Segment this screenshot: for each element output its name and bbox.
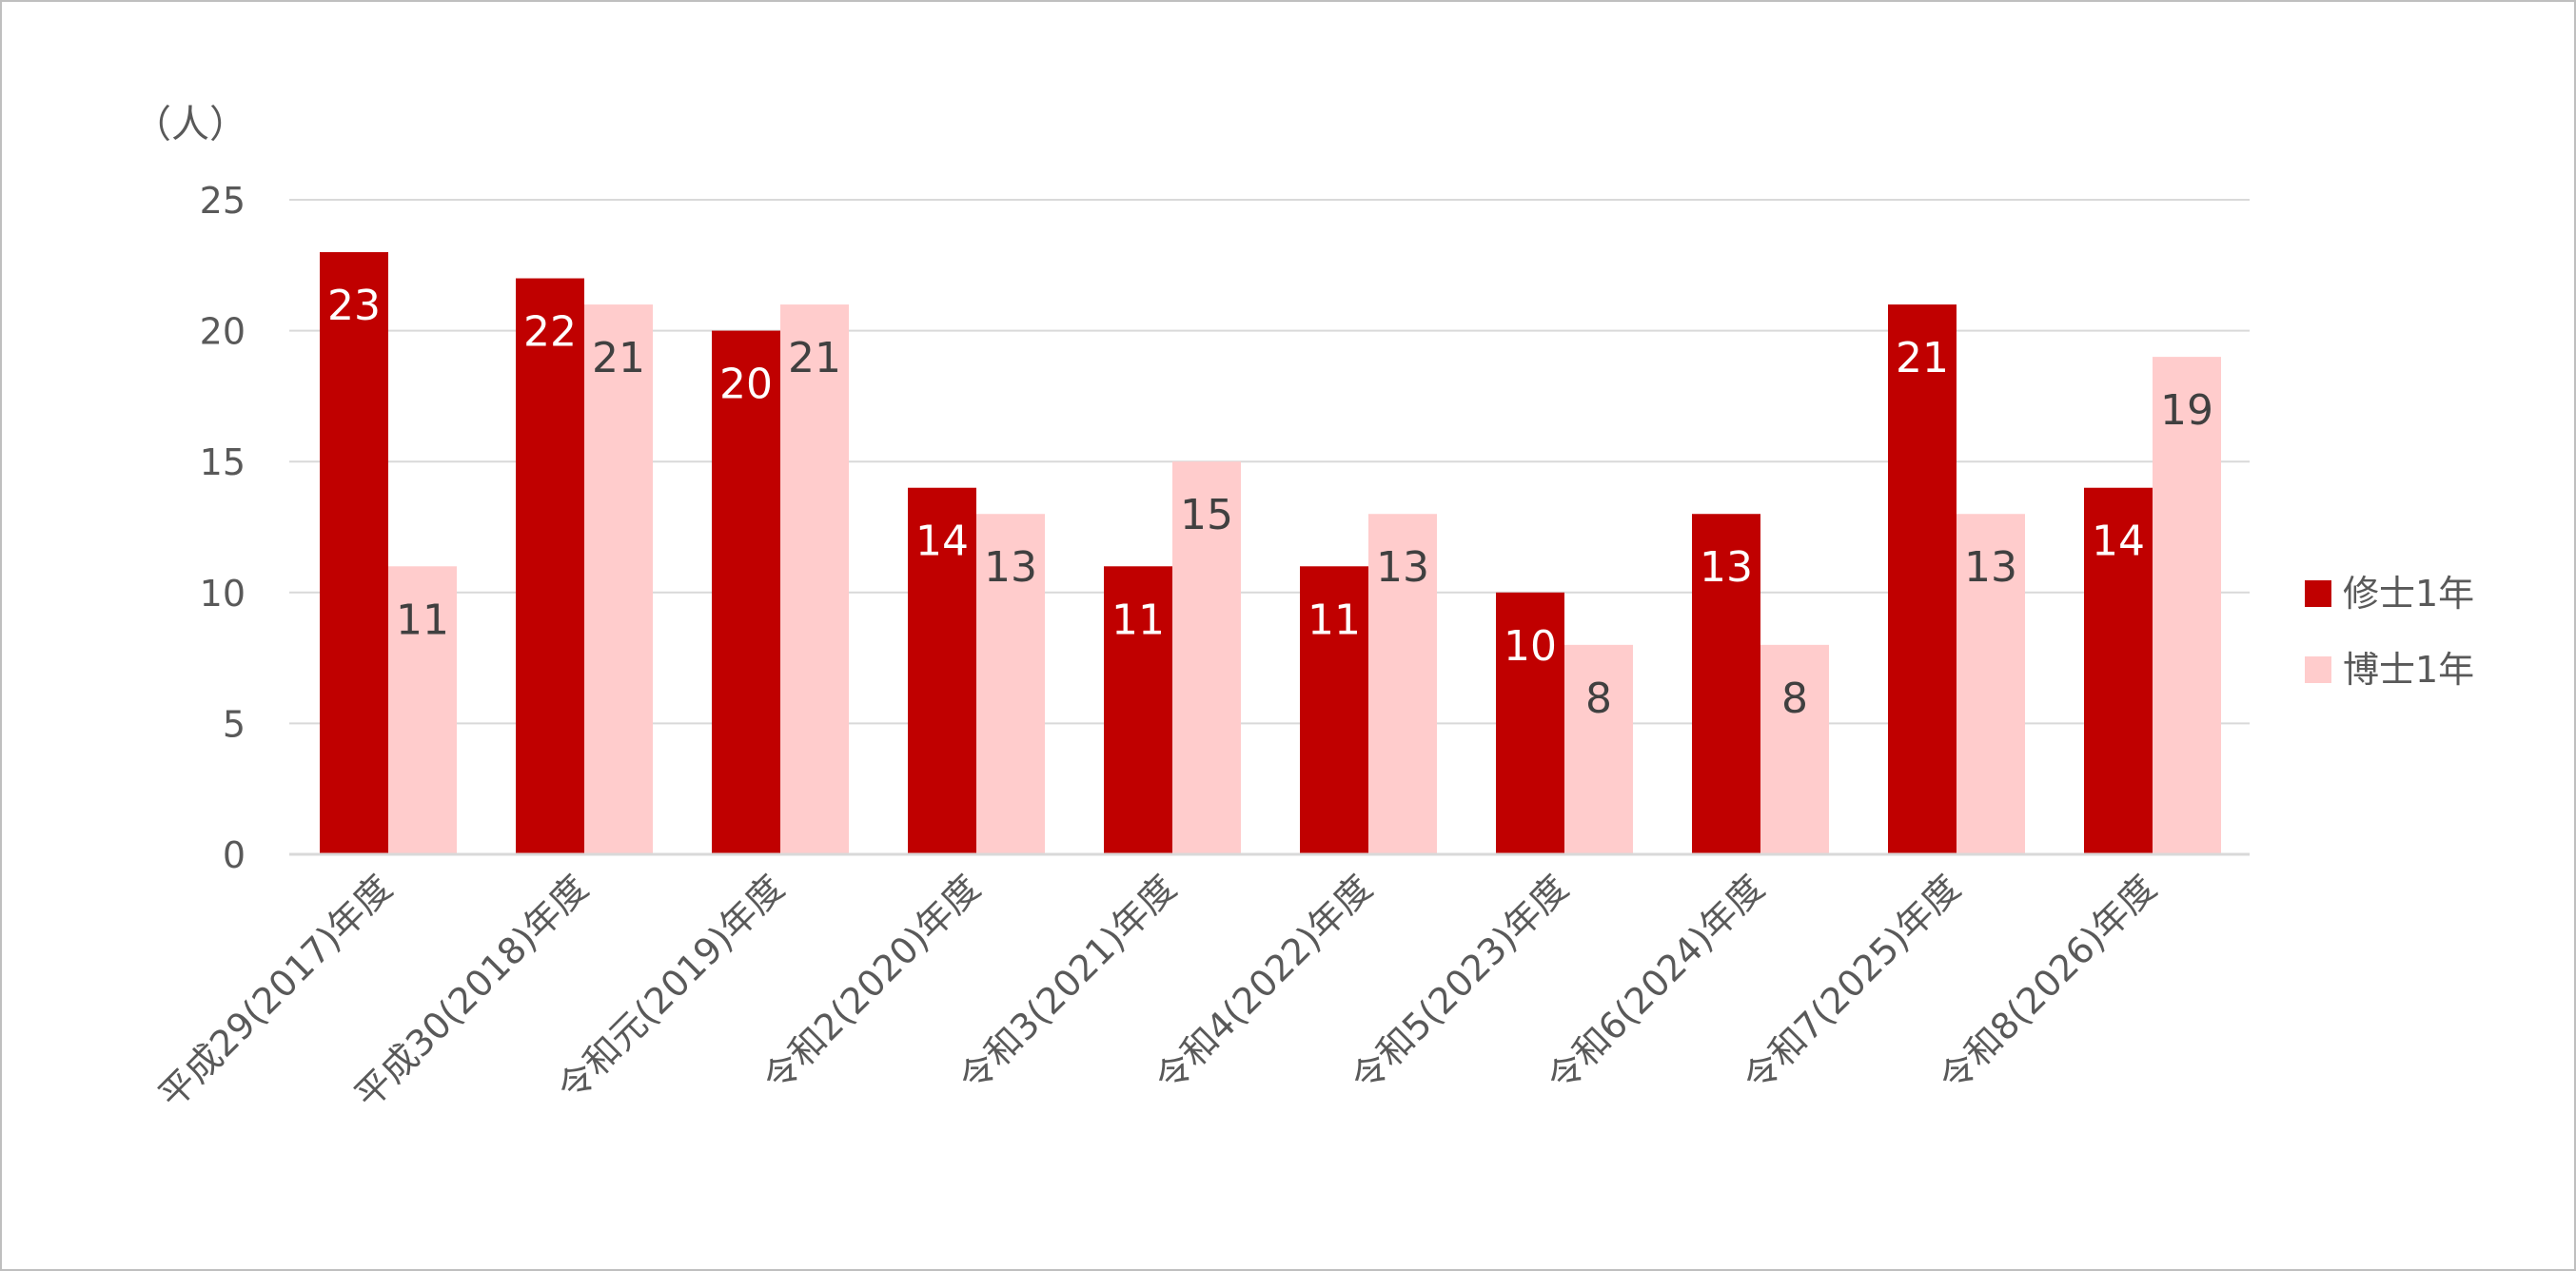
- x-category-label: 令和2(2020)年度: [755, 867, 988, 1100]
- bar-master-4: [1104, 566, 1172, 854]
- data-label: 22: [523, 308, 577, 357]
- y-unit-label: （人）: [133, 103, 247, 147]
- bar-master-5: [1300, 566, 1368, 854]
- y-tick-label: 25: [200, 180, 246, 222]
- legend-swatch-0: [2305, 580, 2331, 607]
- y-tick-label: 10: [200, 573, 246, 615]
- data-label: 8: [1585, 675, 1612, 723]
- data-label: 14: [915, 518, 969, 566]
- bar-master-9: [2084, 487, 2153, 854]
- x-category-label: 令和5(2023)年度: [1343, 867, 1576, 1100]
- bar-master-2: [712, 330, 780, 855]
- bar-master-1: [516, 278, 584, 854]
- data-label: 14: [2092, 518, 2145, 566]
- x-category-label: 令和3(2021)年度: [951, 867, 1184, 1100]
- bar-master-0: [320, 252, 388, 854]
- bar-doctor-5: [1368, 514, 1437, 854]
- bar-doctor-0: [388, 566, 457, 854]
- data-label: 21: [592, 334, 645, 382]
- x-category-label: 令和6(2024)年度: [1539, 867, 1772, 1100]
- y-tick-label: 15: [200, 441, 246, 483]
- y-tick-label: 5: [223, 703, 246, 745]
- data-label: 21: [1896, 334, 1949, 382]
- bar-master-7: [1692, 514, 1760, 854]
- bar-doctor-3: [976, 514, 1045, 854]
- data-label: 11: [1308, 596, 1361, 644]
- data-label: 11: [1111, 596, 1165, 644]
- bar-master-6: [1496, 592, 1564, 854]
- bar-doctor-8: [1957, 514, 2025, 854]
- bar-doctor-4: [1172, 461, 1241, 854]
- data-label: 20: [719, 361, 773, 409]
- data-label: 13: [984, 543, 1037, 592]
- data-label: 10: [1504, 622, 1557, 671]
- y-tick-label: 20: [200, 311, 246, 353]
- bars: [320, 252, 2221, 855]
- legend-swatch-1: [2305, 656, 2331, 683]
- data-labels: 23 11 22 21 20 21 14 13 11 15 11 13 10 8 13 8 21 13 14 19: [327, 282, 2213, 723]
- data-label: 19: [2160, 386, 2213, 435]
- x-category-label: 令和7(2025)年度: [1735, 867, 1968, 1100]
- x-category-label: 令和8(2026)年度: [1931, 867, 2164, 1100]
- bar-doctor-7: [1760, 644, 1829, 854]
- data-label: 13: [1376, 543, 1429, 592]
- bar-doctor-9: [2153, 357, 2221, 854]
- data-label: 11: [396, 596, 449, 644]
- data-label: 21: [788, 334, 841, 382]
- legend-label-1: 博士1年: [2343, 649, 2474, 691]
- data-label: 13: [1964, 543, 2017, 592]
- data-label: 8: [1781, 675, 1808, 723]
- bar-doctor-1: [584, 304, 653, 855]
- bar-doctor-6: [1564, 644, 1633, 854]
- legend-label-0: 修士1年: [2343, 573, 2474, 615]
- data-label: 15: [1180, 491, 1233, 539]
- x-category-label: 令和4(2022)年度: [1147, 867, 1380, 1100]
- data-label: 13: [1700, 543, 1753, 592]
- data-label: 23: [327, 282, 381, 330]
- bar-doctor-2: [780, 304, 849, 855]
- bar-master-8: [1888, 304, 1957, 855]
- y-tick-label: 0: [223, 834, 246, 876]
- bar-master-3: [908, 487, 976, 854]
